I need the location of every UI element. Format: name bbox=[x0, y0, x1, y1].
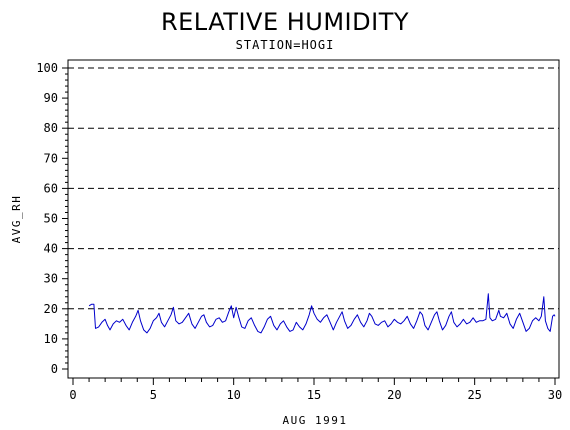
y-tick-label: 0 bbox=[51, 362, 58, 376]
x-tick-label: 20 bbox=[387, 388, 401, 402]
x-tick-label: 5 bbox=[150, 388, 157, 402]
chart-subtitle: STATION=HOGI bbox=[236, 38, 335, 52]
x-tick-label: 25 bbox=[467, 388, 481, 402]
y-tick-label: 80 bbox=[44, 121, 58, 135]
chart-title: RELATIVE HUMIDITY bbox=[161, 8, 409, 36]
x-tick-label: 30 bbox=[548, 388, 562, 402]
series-line-avg-rh bbox=[88, 293, 556, 334]
plot-data bbox=[88, 293, 556, 334]
y-tick-label: 10 bbox=[44, 332, 58, 346]
y-tick-label: 70 bbox=[44, 151, 58, 165]
gridlines bbox=[68, 67, 559, 310]
y-tick-label: 30 bbox=[44, 272, 58, 286]
x-axis-label: AUG 1991 bbox=[283, 414, 348, 427]
x-axis: 0 5 10 15 20 25 30 bbox=[69, 378, 562, 402]
x-tick-label: 10 bbox=[226, 388, 240, 402]
x-tick-label: 0 bbox=[69, 388, 76, 402]
y-tick-label: 60 bbox=[44, 181, 58, 195]
plot-frame bbox=[67, 59, 560, 379]
y-tick-label: 50 bbox=[44, 212, 58, 226]
y-tick-label: 90 bbox=[44, 91, 58, 105]
y-tick-label: 100 bbox=[36, 61, 58, 75]
y-tick-label: 20 bbox=[44, 302, 58, 316]
y-axis: 0 10 20 30 40 50 60 70 80 90 100 bbox=[36, 61, 68, 376]
y-axis-label: AVG_RH bbox=[10, 195, 23, 244]
y-tick-label: 40 bbox=[44, 242, 58, 256]
x-tick-label: 15 bbox=[307, 388, 321, 402]
